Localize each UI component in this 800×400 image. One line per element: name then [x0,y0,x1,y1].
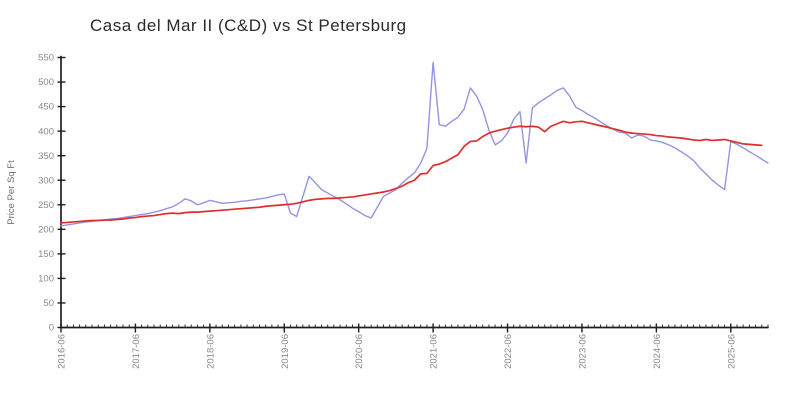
y-tick-label: 500 [38,77,54,88]
y-tick-label: 450 [38,102,54,113]
chart-title: Casa del Mar II (C&D) vs St Petersburg [90,16,407,35]
series-line-st-petersburg [60,120,763,224]
y-tick-label: 50 [43,298,54,309]
y-tick-label: 350 [38,151,54,162]
y-axis-label: Price Per Sq Ft [6,160,17,225]
y-tick-label: 300 [38,175,54,186]
x-tick-label: 2020-06 [354,334,365,369]
x-tick-label: 2021-06 [429,334,440,369]
x-tick-label: 2017-06 [131,334,142,369]
y-tick-label: 250 [38,200,54,211]
y-tick-label: 100 [38,274,54,285]
x-tick-label: 2023-06 [577,334,588,369]
x-tick-label: 2016-06 [57,334,68,369]
x-tick-label: 2022-06 [503,334,514,369]
y-tick-label: 150 [38,249,54,260]
series-line-casa-del-mar-ii-c-d [60,61,769,227]
x-tick-label: 2024-06 [652,334,663,369]
y-tick-label: 200 [38,224,54,235]
y-tick-label: 0 [49,323,54,334]
y-tick-label: 400 [38,126,54,137]
y-tick-label: 550 [38,53,54,64]
x-tick-label: 2019-06 [280,334,291,369]
x-tick-label: 2018-06 [205,334,216,369]
x-tick-label: 2025-06 [726,334,737,369]
